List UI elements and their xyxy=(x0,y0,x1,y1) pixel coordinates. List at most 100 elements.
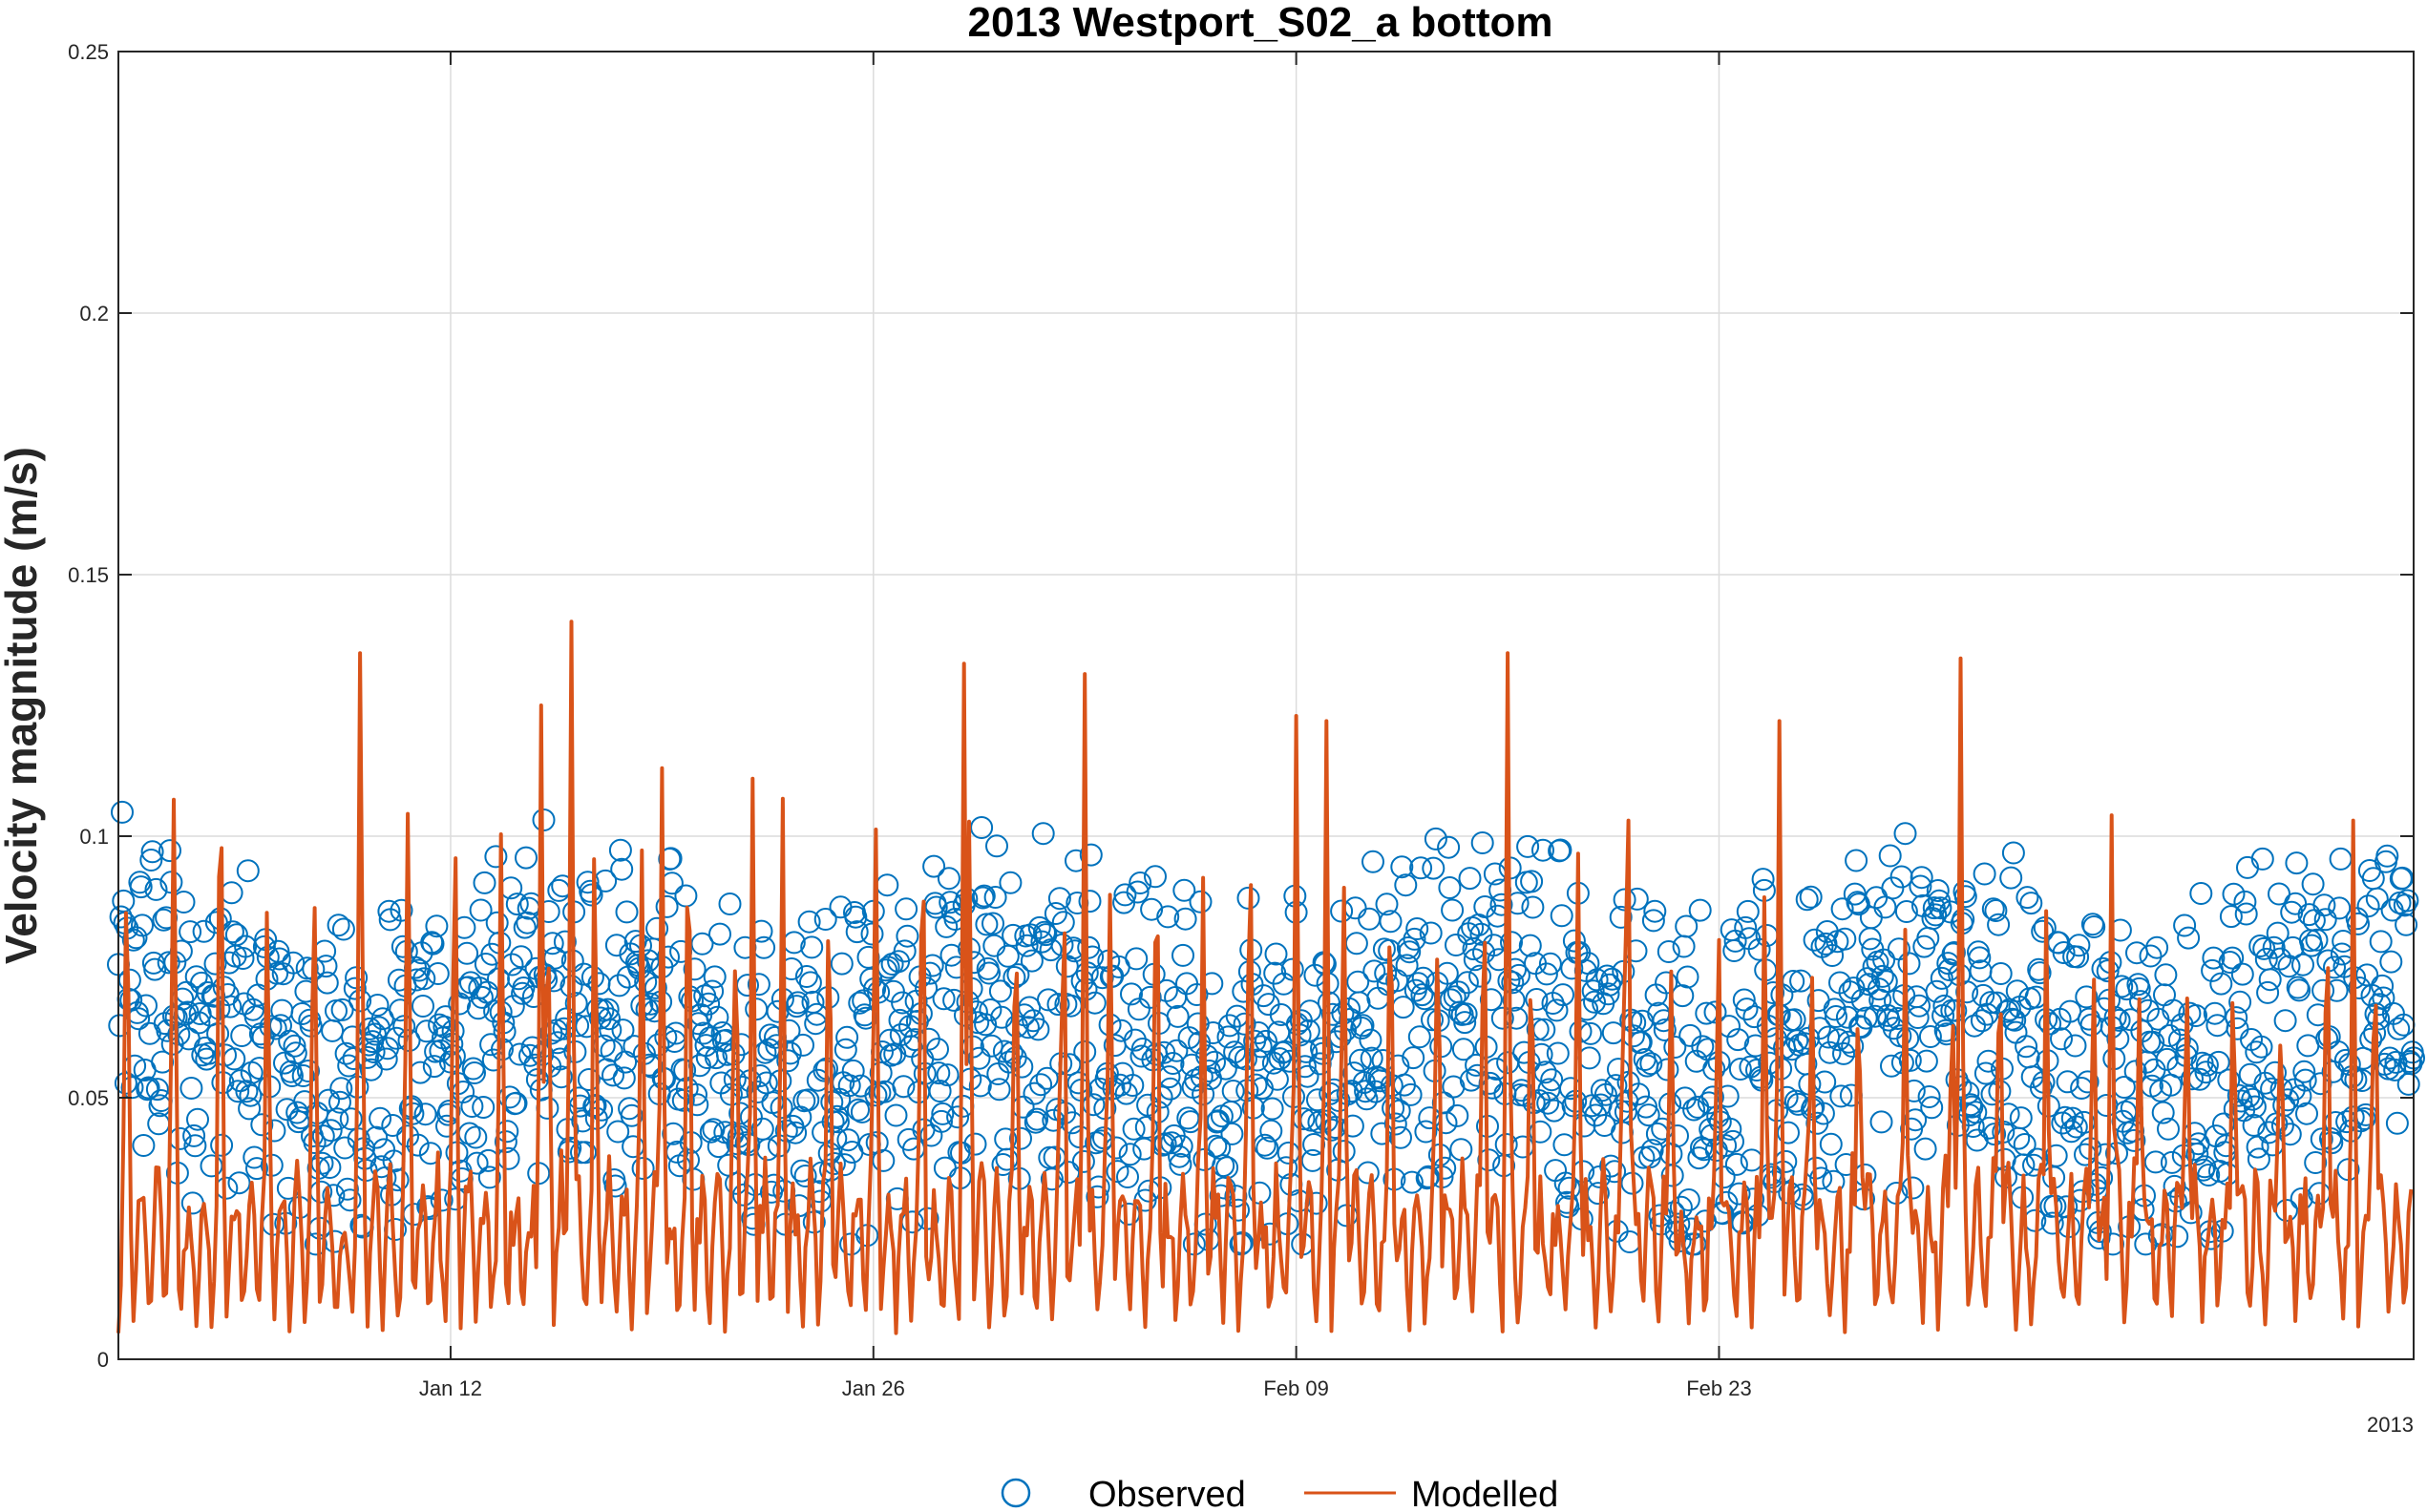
observed-point xyxy=(235,1080,259,1103)
observed-point xyxy=(335,1177,359,1201)
observed-point xyxy=(1047,887,1071,911)
observed-point xyxy=(1908,994,1931,1018)
observed-point xyxy=(2256,980,2280,1004)
observed-point xyxy=(1011,1095,1035,1119)
observed-point xyxy=(2066,945,2090,969)
observed-point xyxy=(1857,973,1881,997)
observed-point xyxy=(972,884,996,908)
observed-point xyxy=(455,941,479,965)
observed-point xyxy=(892,1075,916,1099)
observed-point xyxy=(1037,988,1060,1012)
observed-point xyxy=(2063,1034,2087,1058)
observed-point xyxy=(1034,923,1058,947)
observed-point xyxy=(1189,890,1213,914)
observed-point xyxy=(1494,1133,1518,1156)
observed-point xyxy=(500,953,524,976)
observed-point xyxy=(179,1077,203,1100)
observed-point xyxy=(1441,898,1465,922)
observed-point xyxy=(674,884,698,908)
observed-point xyxy=(1560,956,1584,980)
observed-point xyxy=(2285,851,2309,875)
observed-point xyxy=(2151,1101,2175,1124)
observed-point xyxy=(1531,838,1554,862)
observed-point xyxy=(238,1097,262,1121)
observed-point xyxy=(1490,1006,1514,1030)
observed-point xyxy=(963,1132,987,1156)
observed-point xyxy=(791,1033,814,1057)
observed-point xyxy=(2115,977,2139,1001)
observed-point xyxy=(1818,1040,1842,1064)
y-tick-label: 0.2 xyxy=(79,302,109,326)
x-tick-label: Feb 09 xyxy=(1263,1376,1329,1400)
observed-point xyxy=(2284,892,2308,915)
observed-point xyxy=(1677,1188,1700,1211)
observed-point xyxy=(319,1119,343,1143)
observed-point xyxy=(1123,1028,1147,1052)
observed-point xyxy=(1501,971,1525,995)
observed-point xyxy=(2300,934,2324,957)
observed-point xyxy=(418,1142,442,1166)
observed-point xyxy=(884,1103,908,1127)
observed-point xyxy=(1468,964,1492,988)
observed-point xyxy=(377,899,401,923)
observed-point xyxy=(2218,951,2242,974)
observed-point xyxy=(2310,1127,2333,1151)
observed-point xyxy=(484,845,508,869)
observed-point xyxy=(1850,988,1874,1012)
observed-point xyxy=(691,1021,715,1045)
observed-point xyxy=(1924,903,1948,927)
observed-point xyxy=(577,1068,601,1091)
observed-point xyxy=(2228,990,2252,1014)
observed-point xyxy=(635,998,659,1021)
observed-point xyxy=(1343,896,1367,920)
observed-point xyxy=(860,922,884,946)
observed-point xyxy=(1171,943,1194,967)
observed-point xyxy=(215,1176,239,1200)
observed-point xyxy=(2396,1072,2420,1096)
observed-point xyxy=(2369,930,2393,954)
observed-point xyxy=(2112,1076,2136,1099)
observed-point xyxy=(1747,937,1771,961)
observed-point xyxy=(2296,1034,2320,1058)
observed-point xyxy=(2398,1050,2421,1073)
observed-point xyxy=(1965,1128,1989,1152)
observed-point xyxy=(2278,1123,2302,1146)
observed-point xyxy=(974,1013,998,1037)
observed-point xyxy=(1538,952,1562,976)
observed-point xyxy=(1672,934,1696,958)
observed-point xyxy=(1118,1143,1142,1166)
observed-point xyxy=(620,1103,644,1127)
observed-point xyxy=(2367,1007,2391,1031)
observed-point xyxy=(1415,1166,1439,1190)
observed-point xyxy=(180,1191,204,1215)
observed-point xyxy=(2028,961,2052,985)
observed-point xyxy=(1355,1087,1379,1111)
observed-point xyxy=(464,1125,488,1149)
observed-point xyxy=(2273,1009,2297,1033)
observed-point xyxy=(509,945,533,969)
observed-point xyxy=(1029,1073,1053,1097)
observed-point xyxy=(1641,909,1665,933)
observed-point xyxy=(1653,1018,1677,1041)
observed-point xyxy=(1821,944,1845,967)
observed-point xyxy=(2219,905,2243,929)
observed-point xyxy=(2288,978,2311,1002)
observed-point xyxy=(2252,936,2276,960)
observed-point xyxy=(601,1063,624,1087)
observed-point xyxy=(230,1024,254,1047)
observed-point xyxy=(2056,1070,2079,1094)
observed-point xyxy=(210,1133,234,1157)
observed-point xyxy=(1913,1137,1937,1161)
observed-point xyxy=(1758,1051,1782,1075)
observed-point xyxy=(1655,971,1678,995)
observed-point xyxy=(978,961,1001,985)
observed-point xyxy=(611,1018,635,1042)
observed-point xyxy=(1319,1118,1343,1142)
observed-point xyxy=(936,1063,960,1087)
observed-point xyxy=(2348,976,2372,999)
observed-point xyxy=(508,1042,532,1066)
observed-point xyxy=(559,975,583,998)
observed-point xyxy=(1361,850,1384,873)
observed-point xyxy=(1165,1039,1189,1062)
observed-point xyxy=(1078,890,1102,914)
